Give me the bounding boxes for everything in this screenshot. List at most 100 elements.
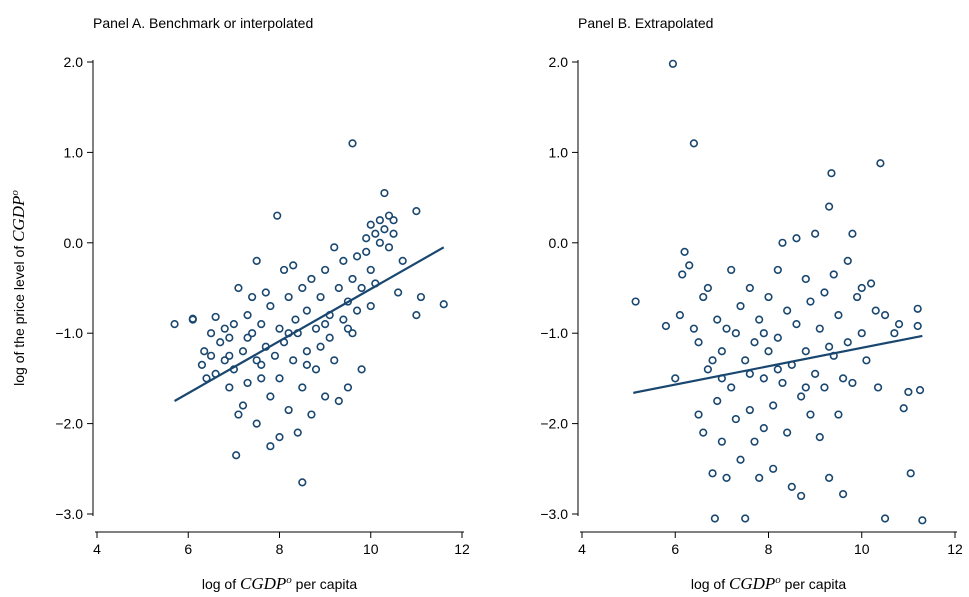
data-point	[257, 360, 266, 369]
data-point	[416, 292, 426, 302]
data-point	[307, 410, 316, 419]
x-tick-label: 12	[454, 541, 470, 557]
data-point	[866, 279, 876, 288]
data-point	[252, 256, 261, 265]
axis-label: log of the price level of CGDPo	[9, 190, 28, 386]
data-point	[284, 292, 293, 302]
data-point	[275, 324, 284, 333]
data-point	[225, 351, 234, 360]
y-tick-label: −3.0	[55, 506, 83, 522]
data-point	[343, 297, 353, 306]
data-point	[727, 383, 736, 392]
data-point	[820, 288, 829, 297]
data-point	[848, 378, 857, 388]
data-point	[248, 329, 257, 338]
data-point	[266, 301, 275, 311]
y-tick-label: −2.0	[55, 416, 83, 432]
data-point	[843, 256, 852, 265]
x-tick-label: 8	[765, 541, 773, 557]
data-point	[412, 311, 421, 320]
chart-title: Panel A. Benchmark or interpolated	[93, 15, 313, 31]
data-point	[778, 378, 787, 388]
data-point	[857, 329, 866, 338]
data-point	[257, 320, 266, 329]
data-point	[759, 374, 768, 383]
data-point	[291, 315, 300, 324]
label-part: log of	[202, 576, 240, 592]
data-point	[234, 410, 243, 419]
data-point	[243, 311, 252, 320]
data-point	[298, 478, 307, 487]
data-point	[238, 401, 248, 410]
data-point	[334, 283, 343, 293]
data-point	[876, 159, 885, 168]
data-point	[232, 451, 241, 460]
data-point	[880, 514, 890, 523]
data-point	[279, 265, 289, 275]
data-point	[380, 225, 389, 234]
data-point	[731, 414, 740, 424]
data-point	[439, 300, 448, 309]
fit-line	[633, 334, 923, 394]
data-point	[699, 292, 708, 302]
data-point	[764, 292, 773, 302]
data-point	[797, 491, 806, 501]
y-tick-label: 1.0	[64, 144, 84, 160]
data-point	[211, 312, 220, 322]
data-point	[675, 311, 685, 320]
x-tick-label: 4	[93, 541, 101, 557]
data-point	[811, 369, 820, 378]
data-point	[741, 514, 750, 523]
data-point	[325, 333, 334, 342]
data-point	[234, 283, 243, 293]
data-point	[380, 188, 389, 198]
data-point	[298, 283, 307, 293]
y-tick-label: 1.0	[549, 144, 569, 160]
data-point	[302, 347, 311, 356]
y-tick-label: 0.0	[64, 235, 84, 251]
data-point	[334, 396, 343, 406]
data-point	[815, 324, 824, 333]
data-point	[801, 383, 810, 392]
data-point	[348, 274, 357, 284]
data-point	[801, 347, 810, 356]
data-point	[773, 333, 782, 342]
label-part: CGDP	[240, 574, 286, 593]
data-point	[302, 306, 311, 315]
y-tick-label: −3.0	[540, 506, 568, 522]
data-point	[829, 270, 838, 279]
x-tick-label: 10	[854, 541, 870, 557]
label-part: o	[286, 574, 292, 586]
data-point	[689, 139, 699, 148]
axis-label: log of CGDPo per capita	[202, 574, 358, 593]
data-point	[321, 265, 330, 275]
label-part: log of	[691, 576, 729, 592]
data-point	[827, 169, 836, 178]
data-point	[220, 356, 229, 365]
data-point	[906, 469, 915, 478]
data-point	[225, 383, 234, 392]
data-point	[398, 256, 407, 265]
x-tick-label: 6	[184, 541, 192, 557]
data-point	[745, 283, 754, 293]
data-point	[680, 247, 689, 256]
data-point	[384, 243, 394, 252]
data-point	[284, 405, 293, 415]
data-point	[745, 369, 754, 378]
data-point	[717, 437, 726, 446]
data-point	[741, 356, 750, 365]
data-point	[238, 347, 248, 356]
data-point	[750, 338, 759, 347]
data-point	[243, 378, 252, 388]
label-part: per capita	[781, 576, 847, 592]
data-point	[339, 315, 348, 324]
data-point	[769, 401, 778, 410]
data-point	[834, 311, 843, 320]
data-point	[321, 320, 330, 329]
data-point	[703, 365, 712, 374]
data-point	[270, 351, 280, 360]
data-point	[252, 356, 261, 365]
data-point	[820, 383, 829, 392]
data-point	[671, 374, 680, 383]
data-point	[371, 229, 380, 238]
